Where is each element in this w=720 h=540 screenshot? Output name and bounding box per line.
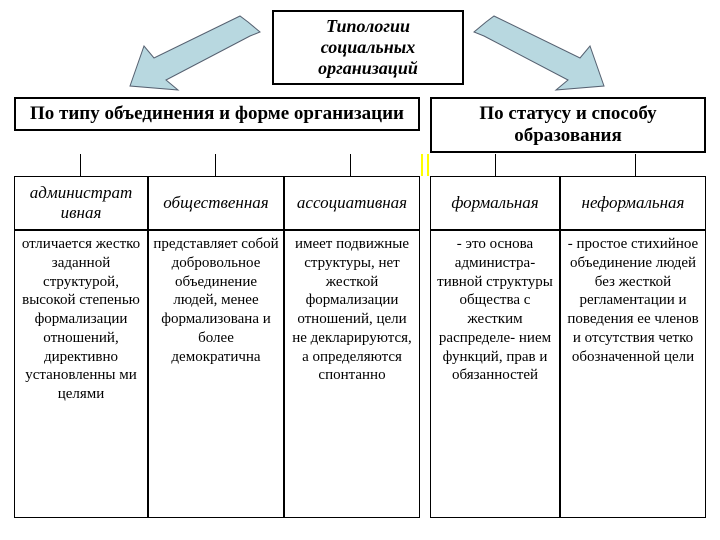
connector (80, 154, 81, 176)
desc-4: - это основа администра- тивной структур… (435, 235, 555, 385)
desc-cell-3: имеет подвижные структуры, нет жесткой ф… (284, 230, 420, 518)
connector (215, 154, 216, 176)
type-5-label: неформальная (582, 193, 685, 213)
type-cell-2: общественная (148, 176, 284, 230)
title-box: Типологии социальных организаций (272, 10, 464, 85)
category-1-label: По типу объединения и форме организации (30, 103, 404, 124)
title-text: Типологии социальных организаций (318, 16, 418, 78)
type-2-label: общественная (163, 193, 268, 213)
divider-yellow (421, 154, 423, 176)
desc-cell-4: - это основа администра- тивной структур… (430, 230, 560, 518)
category-2-label: По статусу и способу образования (479, 103, 656, 146)
connector (635, 154, 636, 176)
desc-cell-5: - простое стихийное объединение людей бе… (560, 230, 706, 518)
type-1-label: администрат ивная (19, 183, 143, 223)
desc-cell-2: представляет собой добровольное объедине… (148, 230, 284, 518)
desc-5: - простое стихийное объединение людей бе… (565, 235, 701, 366)
category-box-1: По типу объединения и форме организации (14, 97, 420, 131)
connector (495, 154, 496, 176)
type-cell-5: неформальная (560, 176, 706, 230)
desc-2: представляет собой добровольное объедине… (153, 235, 279, 366)
type-cell-4: формальная (430, 176, 560, 230)
category-box-2: По статусу и способу образования (430, 97, 706, 153)
arrow-left (118, 14, 268, 94)
divider-yellow (427, 154, 429, 176)
arrow-right (466, 14, 616, 94)
desc-3: имеет подвижные структуры, нет жесткой ф… (289, 235, 415, 385)
desc-1: отличается жестко заданной структурой, в… (19, 235, 143, 404)
type-4-label: формальная (451, 193, 538, 213)
type-cell-3: ассоциативная (284, 176, 420, 230)
desc-cell-1: отличается жестко заданной структурой, в… (14, 230, 148, 518)
type-3-label: ассоциативная (297, 193, 407, 213)
type-cell-1: администрат ивная (14, 176, 148, 230)
connector (350, 154, 351, 176)
